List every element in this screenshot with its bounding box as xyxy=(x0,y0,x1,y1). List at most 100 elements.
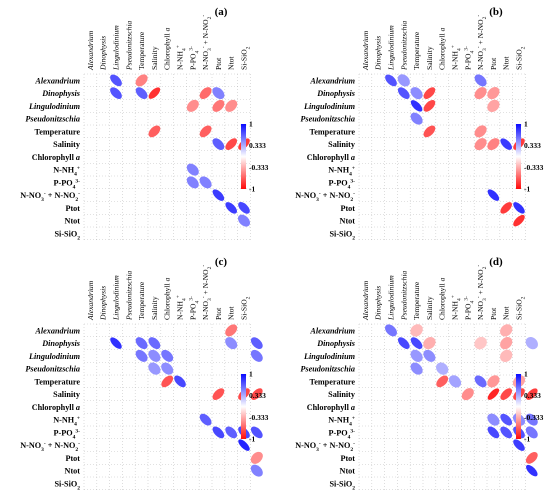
correlation-mark-salinity-ptot xyxy=(487,138,500,151)
correlation-mark-lingulodinium-temperature xyxy=(135,349,148,362)
row-label-chlorophyll-a: Chlorophyll a xyxy=(307,403,355,412)
correlation-mark-lingulodinium-si-sio2 xyxy=(250,349,263,362)
correlation-mark-salinity-si-sio2 xyxy=(250,388,263,400)
correlation-mark-ptot-si-sio2 xyxy=(525,451,538,464)
column-label-ptot: Ptot xyxy=(489,57,498,70)
correlation-mark-ptot-ntot xyxy=(500,202,512,214)
row-label-n-nh4: N-NH4+ xyxy=(53,416,80,428)
correlation-marks xyxy=(110,324,263,477)
column-label-n-no3-n-no2: N-NO3- + N-NO2- xyxy=(201,15,213,70)
column-label-pseudonitzschia: Pseudonitzschia xyxy=(399,270,408,321)
correlation-mark-n-no3-n-no2-ptot xyxy=(212,189,225,201)
correlation-mark-temperature-n-nh4 xyxy=(448,375,462,388)
column-label-n-nh4: N-NH4+ xyxy=(451,45,463,70)
column-label-ptot: Ptot xyxy=(214,307,223,320)
column-label-chlorophyll-a: Chlorophyll a xyxy=(438,27,447,70)
grid-lines xyxy=(83,73,251,241)
row-label-lingulodinium: Lingulodinium xyxy=(303,102,355,111)
column-label-salinity: Salinity xyxy=(425,296,434,320)
row-label-pseudonitzschia: Pseudonitzschia xyxy=(300,115,355,124)
color-bar xyxy=(241,374,246,439)
row-label-p-po43: P-PO43- xyxy=(54,428,81,440)
color-bar-legend: 1 0.333 -0.333 -1 xyxy=(241,120,269,194)
row-label-alexandrium: Alexandrium xyxy=(309,76,355,85)
row-label-p-po43: P-PO43- xyxy=(54,178,81,190)
column-label-salinity: Salinity xyxy=(425,46,434,70)
column-label-lingulodinium: Lingulodinium xyxy=(387,275,396,321)
correlation-mark-temperature-salinity xyxy=(423,125,436,138)
row-label-p-po43: P-PO43- xyxy=(329,428,356,440)
row-label-p-po43: P-PO43- xyxy=(329,178,356,190)
correlation-mark-lingulodinium-ptot xyxy=(212,99,225,112)
correlation-mark-p-po43-si-sio2 xyxy=(250,426,263,439)
row-label-temperature: Temperature xyxy=(35,377,81,386)
row-label-dinophysis: Dinophysis xyxy=(41,89,80,98)
row-label-n-no3-n-no2: N-NO3- + N-NO2- xyxy=(295,441,355,453)
color-bar-tick-label: -0.333 xyxy=(524,163,544,172)
correlation-mark-ptot-si-sio2 xyxy=(513,202,525,214)
correlation-mark-alexandrium-n-no3-n-no2 xyxy=(474,74,487,87)
correlation-mark-n-no3-n-no2-si-sio2 xyxy=(238,439,250,451)
correlation-mark-ntot-si-sio2 xyxy=(526,464,538,477)
correlation-mark-ntot-si-sio2 xyxy=(513,214,525,227)
column-label-pseudonitzschia: Pseudonitzschia xyxy=(124,20,133,71)
column-label-dinophysis: Dinophysis xyxy=(374,286,383,321)
correlation-mark-dinophysis-n-no3-n-no2 xyxy=(474,87,487,100)
column-label-si-sio2: Si-SiO2 xyxy=(515,46,527,70)
color-bar-tick-label: 0.333 xyxy=(524,391,541,400)
grid-lines xyxy=(358,73,526,241)
row-label-salinity: Salinity xyxy=(53,390,81,399)
correlation-mark-salinity-ntot xyxy=(500,388,513,400)
correlation-mark-lingulodinium-ntot xyxy=(225,99,238,112)
column-label-ntot: Ntot xyxy=(502,56,511,70)
column-label-p-po43: P-PO43- xyxy=(463,46,475,70)
correlation-mark-p-po43-ptot xyxy=(487,426,500,439)
correlation-mark-dinophysis-si-sio2 xyxy=(525,336,538,350)
correlation-mark-dinophysis-n-no3-n-no2 xyxy=(474,336,487,350)
correlation-mark-lingulodinium-salinity xyxy=(423,100,436,112)
correlation-mark-lingulodinium-temperature xyxy=(410,100,423,112)
correlation-mark-dinophysis-ptot xyxy=(212,87,225,100)
correlation-mark-alexandrium-pseudonitzschia xyxy=(397,74,410,87)
correlation-panel-1: (b)Alexandrium Dinophysis Lingulodinium Pse… xyxy=(295,6,543,241)
correlation-mark-alexandrium-ntot xyxy=(225,324,238,337)
correlation-mark-pseudonitzschia-salinity xyxy=(148,362,161,375)
row-label-n-nh4: N-NH4+ xyxy=(328,416,355,428)
row-label-ptot: Ptot xyxy=(65,454,80,463)
column-label-n-no3-n-no2: N-NO3- + N-NO2- xyxy=(201,265,213,320)
correlation-mark-dinophysis-salinity xyxy=(423,336,436,350)
column-label-ptot: Ptot xyxy=(489,307,498,320)
color-bar xyxy=(516,124,521,189)
color-bar-tick-label: -1 xyxy=(524,435,530,444)
correlation-mark-temperature-n-no3-n-no2 xyxy=(474,125,487,138)
column-label-lingulodinium: Lingulodinium xyxy=(112,275,121,321)
row-label-alexandrium: Alexandrium xyxy=(34,76,80,85)
correlation-mark-alexandrium-lingulodinium xyxy=(385,324,397,337)
column-label-ntot: Ntot xyxy=(502,306,511,320)
color-bar-tick-label: -1 xyxy=(524,185,530,194)
row-label-ntot: Ntot xyxy=(340,467,356,476)
correlation-mark-dinophysis-pseudonitzschia xyxy=(397,87,410,99)
correlation-mark-dinophysis-n-no3-n-no2 xyxy=(199,87,212,100)
color-bar-tick-label: 1 xyxy=(524,370,528,379)
color-bar-tick-label: -1 xyxy=(249,185,255,194)
row-label-ntot: Ntot xyxy=(65,467,81,476)
row-label-chlorophyll-a: Chlorophyll a xyxy=(307,153,355,162)
row-label-salinity: Salinity xyxy=(53,140,81,149)
correlation-mark-temperature-n-nh4 xyxy=(174,375,186,388)
color-bar xyxy=(516,374,521,439)
column-label-temperature: Temperature xyxy=(137,31,146,70)
grid-lines xyxy=(83,323,251,491)
column-label-chlorophyll-a: Chlorophyll a xyxy=(163,277,172,320)
row-label-salinity: Salinity xyxy=(328,140,356,149)
row-label-dinophysis: Dinophysis xyxy=(316,89,355,98)
row-label-dinophysis: Dinophysis xyxy=(316,339,355,348)
grid-lines xyxy=(358,323,526,491)
correlation-mark-salinity-ntot xyxy=(500,138,512,150)
column-label-si-sio2: Si-SiO2 xyxy=(515,296,527,320)
correlation-mark-p-po43-n-no3-n-no2 xyxy=(199,176,212,189)
correlation-mark-n-nh4-n-no3-n-no2 xyxy=(199,413,212,426)
column-label-dinophysis: Dinophysis xyxy=(99,36,108,71)
color-bar-tick-label: 0.333 xyxy=(249,141,266,150)
